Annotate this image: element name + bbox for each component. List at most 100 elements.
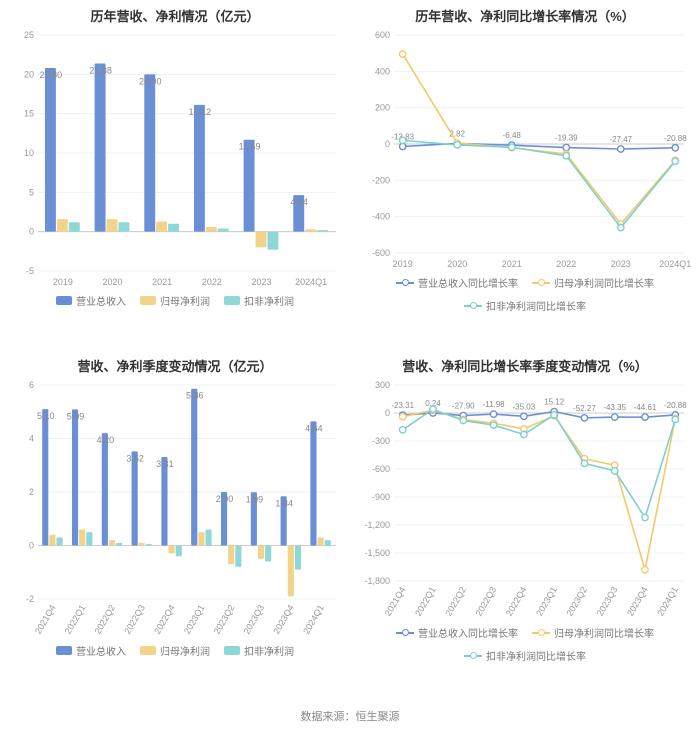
svg-text:-27.90: -27.90 [452, 402, 475, 411]
svg-text:-2: -2 [26, 594, 34, 604]
panel4-legend: 营业总收入同比增长率 归母净利润同比增长率扣非净利润同比增长率 [354, 625, 696, 663]
panel-annual-growth: 历年营收、净利同比增长率情况（%） -600-400-2000200400600… [350, 0, 700, 350]
svg-text:2022Q1: 2022Q1 [63, 603, 88, 636]
legend-label: 归母净利润 [160, 293, 210, 308]
legend-label: 扣非净利润同比增长率 [486, 298, 586, 313]
svg-text:2022Q3: 2022Q3 [122, 603, 147, 636]
svg-text:-19.39: -19.39 [555, 134, 578, 143]
panel2-title: 历年营收、净利同比增长率情况（%） [354, 6, 696, 25]
svg-text:2023Q3: 2023Q3 [595, 585, 620, 618]
legend-label: 归母净利润同比增长率 [554, 275, 654, 290]
svg-text:2024Q1: 2024Q1 [295, 277, 327, 287]
legend-item: 营业总收入 [56, 643, 126, 658]
svg-text:2022Q4: 2022Q4 [152, 603, 177, 636]
panel4-title: 营收、净利同比增长率季度变动情况（%） [354, 356, 696, 375]
panel1-chart: -5051015202520.8021.3820.0016.1211.694.6… [4, 29, 346, 291]
svg-text:2020: 2020 [447, 259, 467, 269]
svg-text:2024Q1: 2024Q1 [301, 603, 326, 636]
svg-text:20.00: 20.00 [139, 76, 162, 86]
svg-text:5: 5 [29, 187, 34, 197]
svg-text:-27.47: -27.47 [609, 135, 632, 144]
legend-swatch [396, 278, 414, 288]
svg-text:20.80: 20.80 [40, 70, 63, 80]
legend-swatch [396, 628, 414, 638]
svg-text:2023Q1: 2023Q1 [182, 603, 207, 636]
svg-text:-35.03: -35.03 [513, 402, 536, 411]
legend-label: 归母净利润同比增长率 [554, 625, 654, 640]
svg-text:2022Q1: 2022Q1 [413, 585, 438, 618]
svg-text:2021Q4: 2021Q4 [33, 603, 58, 636]
legend-swatch [224, 296, 240, 305]
charts-grid: 历年营收、净利情况（亿元） -5051015202520.8021.3820.0… [0, 0, 700, 700]
svg-text:20: 20 [24, 69, 34, 79]
legend-swatch [140, 296, 156, 305]
svg-text:15: 15 [24, 109, 34, 119]
svg-text:2023: 2023 [611, 259, 631, 269]
svg-text:4.20: 4.20 [97, 435, 115, 445]
svg-text:1.99: 1.99 [246, 494, 264, 504]
svg-text:-11.98: -11.98 [483, 400, 506, 409]
svg-text:-1,800: -1,800 [364, 576, 390, 586]
svg-text:3.31: 3.31 [156, 459, 174, 469]
legend-label: 扣非净利润同比增长率 [486, 648, 586, 663]
panel2-legend: 营业总收入同比增长率归母净利润同比增长率扣非净利润同比增长率 [354, 275, 696, 313]
svg-text:-6.48: -6.48 [503, 131, 522, 140]
svg-text:-52.27: -52.27 [573, 404, 596, 413]
svg-text:-23.31: -23.31 [391, 401, 414, 410]
svg-text:2023Q2: 2023Q2 [564, 585, 589, 618]
svg-text:2022Q2: 2022Q2 [93, 603, 118, 636]
svg-text:-20.88: -20.88 [664, 401, 687, 410]
panel-quarterly-values: 营收、净利季度变动情况（亿元） -202465.105.094.203.523.… [0, 350, 350, 700]
svg-text:2022Q4: 2022Q4 [504, 585, 529, 618]
legend-swatch [56, 296, 72, 305]
legend-swatch [224, 646, 240, 655]
svg-text:2019: 2019 [393, 259, 413, 269]
legend-label: 归母净利润 [160, 643, 210, 658]
svg-text:0: 0 [29, 227, 34, 237]
legend-swatch [532, 628, 550, 638]
svg-text:3.52: 3.52 [126, 453, 144, 463]
svg-text:2: 2 [29, 487, 34, 497]
legend-label: 营业总收入同比增长率 [418, 625, 518, 640]
legend-swatch [140, 646, 156, 655]
legend-label: 扣非净利润 [244, 293, 294, 308]
svg-text:25: 25 [24, 30, 34, 40]
legend-item: 归母净利润同比增长率 [532, 625, 654, 640]
legend-item: 营业总收入同比增长率 [396, 625, 518, 640]
svg-text:-20.88: -20.88 [664, 134, 687, 143]
legend-item: 归母净利润 [140, 293, 210, 308]
panel-annual-values: 历年营收、净利情况（亿元） -5051015202520.8021.3820.0… [0, 0, 350, 350]
legend-label: 扣非净利润 [244, 643, 294, 658]
svg-text:2023Q3: 2023Q3 [242, 603, 267, 636]
legend-item: 扣非净利润 [224, 293, 294, 308]
legend-item: 归母净利润 [140, 643, 210, 658]
svg-text:16.12: 16.12 [189, 107, 212, 117]
legend-swatch [464, 301, 482, 311]
legend-swatch [56, 646, 72, 655]
panel3-chart: -202465.105.094.203.523.315.862.001.991.… [4, 379, 346, 641]
svg-text:1.84: 1.84 [275, 498, 293, 508]
svg-text:2019: 2019 [53, 277, 73, 287]
svg-text:2021Q4: 2021Q4 [383, 585, 408, 618]
svg-text:-1,200: -1,200 [364, 520, 390, 530]
svg-text:-200: -200 [372, 175, 390, 185]
legend-label: 营业总收入 [76, 643, 126, 658]
svg-text:-5: -5 [26, 266, 34, 276]
svg-text:4.64: 4.64 [290, 197, 308, 207]
svg-text:4: 4 [29, 434, 34, 444]
svg-text:2.00: 2.00 [216, 494, 234, 504]
svg-text:2023Q4: 2023Q4 [271, 603, 296, 636]
legend-label: 营业总收入 [76, 293, 126, 308]
svg-text:2022: 2022 [556, 259, 576, 269]
svg-text:2024Q1: 2024Q1 [659, 259, 691, 269]
svg-text:0: 0 [385, 408, 390, 418]
svg-text:2022Q2: 2022Q2 [443, 585, 468, 618]
svg-text:0: 0 [385, 139, 390, 149]
svg-text:-400: -400 [372, 212, 390, 222]
svg-text:6: 6 [29, 380, 34, 390]
svg-text:5.09: 5.09 [67, 411, 85, 421]
svg-text:2024Q1: 2024Q1 [655, 585, 680, 618]
svg-text:10: 10 [24, 148, 34, 158]
panel1-legend: 营业总收入 归母净利润 扣非净利润 [4, 293, 346, 308]
svg-text:2021: 2021 [502, 259, 522, 269]
